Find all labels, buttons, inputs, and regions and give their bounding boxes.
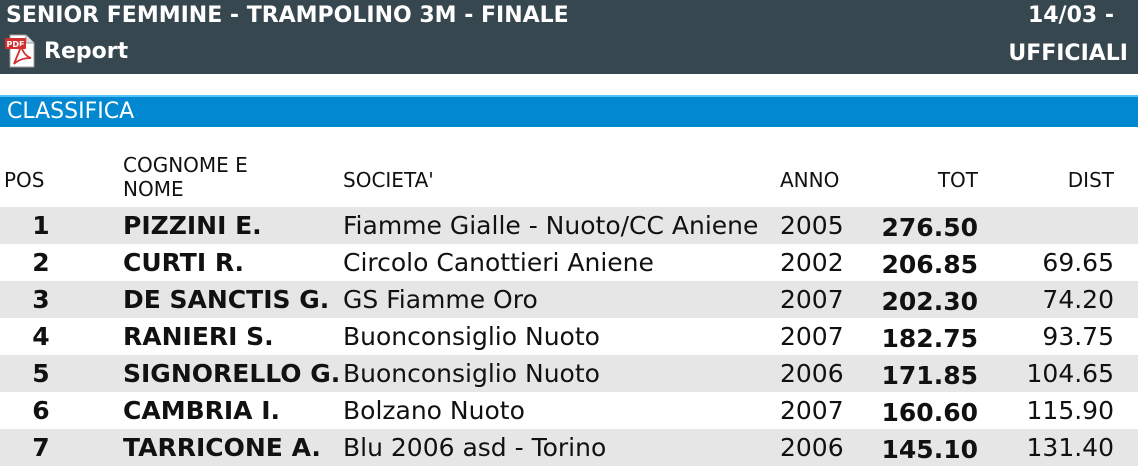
- table-header: POS COGNOME E NOME SOCIETA' ANNO TOT DIS…: [0, 150, 1138, 207]
- section-title: CLASSIFICA: [7, 99, 135, 124]
- cell-societa: Buonconsiglio Nuoto: [343, 322, 600, 351]
- cell-anno: 2005: [780, 211, 844, 240]
- cell-pos: 2: [32, 248, 50, 277]
- cell-name: PIZZINI E.: [123, 211, 262, 240]
- cell-name: TARRICONE A.: [123, 433, 321, 462]
- cell-name: DE SANCTIS G.: [123, 285, 330, 314]
- cell-societa: Fiamme Gialle - Nuoto/CC Aniene: [343, 211, 759, 240]
- cell-tot: 206.85: [881, 250, 978, 279]
- section-classifica: CLASSIFICA: [0, 95, 1138, 127]
- cell-dist: 74.20: [1042, 285, 1114, 314]
- table-row: 2 CURTI R. Circolo Canottieri Aniene 200…: [0, 244, 1138, 281]
- event-title: SENIOR FEMMINE - TRAMPOLINO 3M - FINALE: [6, 3, 569, 28]
- report-label: Report: [44, 38, 129, 64]
- cell-pos: 1: [32, 211, 50, 240]
- results-header: SENIOR FEMMINE - TRAMPOLINO 3M - FINALE …: [0, 0, 1138, 74]
- cell-tot: 202.30: [881, 287, 978, 316]
- pdf-file-icon: PDF: [5, 34, 35, 68]
- cell-societa: Circolo Canottieri Aniene: [343, 248, 654, 277]
- cell-pos: 3: [32, 285, 50, 314]
- col-pos-header: POS: [4, 168, 45, 192]
- cell-societa: Bolzano Nuoto: [343, 396, 525, 425]
- col-societa-header: SOCIETA': [343, 168, 434, 192]
- table-row: 1 PIZZINI E. Fiamme Gialle - Nuoto/CC An…: [0, 207, 1138, 244]
- cell-anno: 2007: [780, 322, 844, 351]
- cell-societa: Blu 2006 asd - Torino: [343, 433, 607, 462]
- cell-societa: Buonconsiglio Nuoto: [343, 359, 600, 388]
- cell-anno: 2002: [780, 248, 844, 277]
- cell-societa: GS Fiamme Oro: [343, 285, 538, 314]
- cell-tot: 160.60: [881, 398, 978, 427]
- table-row: 7 TARRICONE A. Blu 2006 asd - Torino 200…: [0, 429, 1138, 466]
- cell-anno: 2006: [780, 359, 844, 388]
- col-anno-header: ANNO: [780, 168, 840, 192]
- cell-name: CAMBRIA I.: [123, 396, 281, 425]
- table-row: 5 SIGNORELLO G. Buonconsiglio Nuoto 2006…: [0, 355, 1138, 392]
- report-link[interactable]: PDF Report: [4, 33, 128, 69]
- cell-pos: 7: [32, 433, 50, 462]
- cell-dist: 93.75: [1042, 322, 1114, 351]
- event-date: 14/03 -: [1027, 3, 1114, 28]
- cell-tot: 171.85: [881, 361, 978, 390]
- cell-anno: 2007: [780, 285, 844, 314]
- cell-tot: 276.50: [881, 213, 978, 242]
- cell-pos: 6: [32, 396, 50, 425]
- ranking-table: POS COGNOME E NOME SOCIETA' ANNO TOT DIS…: [0, 150, 1138, 466]
- cell-anno: 2006: [780, 433, 844, 462]
- svg-text:PDF: PDF: [7, 40, 25, 49]
- cell-name: CURTI R.: [123, 248, 245, 277]
- cell-name: RANIERI S.: [123, 322, 274, 351]
- col-name-header: COGNOME E NOME: [123, 153, 248, 201]
- col-dist-header: DIST: [1067, 168, 1114, 192]
- cell-dist: 115.90: [1026, 396, 1114, 425]
- cell-dist: 69.65: [1042, 248, 1114, 277]
- cell-tot: 145.10: [881, 435, 978, 464]
- col-tot-header: TOT: [937, 168, 978, 192]
- results-status: UFFICIALI: [1008, 41, 1128, 66]
- cell-dist: 104.65: [1026, 359, 1114, 388]
- cell-tot: 182.75: [881, 324, 978, 353]
- cell-name: SIGNORELLO G.: [123, 359, 341, 388]
- table-row: 3 DE SANCTIS G. GS Fiamme Oro 2007 202.3…: [0, 281, 1138, 318]
- cell-pos: 5: [32, 359, 50, 388]
- table-row: 6 CAMBRIA I. Bolzano Nuoto 2007 160.60 1…: [0, 392, 1138, 429]
- cell-pos: 4: [32, 322, 50, 351]
- table-row: 4 RANIERI S. Buonconsiglio Nuoto 2007 18…: [0, 318, 1138, 355]
- cell-dist: 131.40: [1026, 433, 1114, 462]
- cell-anno: 2007: [780, 396, 844, 425]
